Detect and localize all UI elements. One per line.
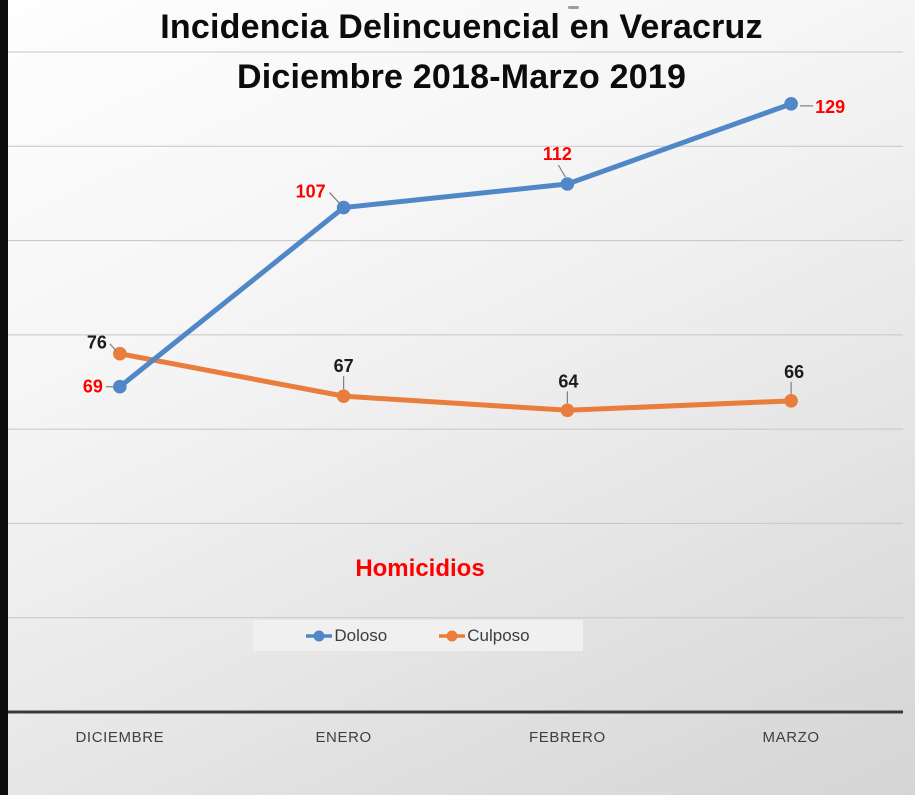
- legend: Doloso Culposo: [253, 620, 583, 651]
- data-label-culposo-3: 66: [784, 362, 804, 382]
- series-line-doloso: [117, 101, 794, 390]
- leader-line: [109, 343, 117, 352]
- left-edge-bar: [0, 0, 8, 795]
- legend-item-culposo: Culposo: [439, 625, 530, 646]
- legend-label-doloso: Doloso: [334, 625, 388, 645]
- title-line-1: Incidencia Delincuencial en Veracruz: [160, 8, 763, 46]
- top-edge-artifact: [568, 6, 579, 9]
- data-point-culposo-2[interactable]: [560, 403, 575, 418]
- data-label-doloso-0: 69: [83, 377, 103, 397]
- data-label-culposo-1: 67: [334, 356, 354, 376]
- leader-line: [329, 192, 342, 205]
- data-point-doloso-0[interactable]: [113, 379, 127, 394]
- x-axis-label-3: MARZO: [763, 729, 820, 746]
- chart-title: Homicidios: [355, 555, 485, 582]
- title-line-2: Diciembre 2018-Marzo 2019: [236, 58, 687, 96]
- data-point-culposo-0[interactable]: [113, 346, 127, 361]
- data-point-doloso-2[interactable]: [560, 177, 575, 191]
- data-label-doloso-1: 107: [296, 182, 326, 202]
- x-axis-label-2: FEBRERO: [529, 729, 606, 746]
- data-label-culposo-2: 64: [558, 371, 578, 391]
- data-point-culposo-1[interactable]: [336, 389, 351, 403]
- x-axis-label-1: ENERO: [315, 729, 371, 746]
- x-axis-label-0: DICIEMBRE: [76, 729, 165, 746]
- page-title: Incidencia Delincuencial en Veracruz Dic…: [8, 2, 915, 102]
- series-line-culposo: [117, 351, 794, 413]
- data-label-doloso-2: 112: [543, 144, 572, 164]
- data-point-culposo-3[interactable]: [784, 394, 798, 408]
- doloso-series-marker-icon: [306, 630, 333, 641]
- legend-label-culposo: Culposo: [467, 625, 530, 645]
- legend-item-doloso: Doloso: [306, 626, 387, 646]
- data-point-doloso-3[interactable]: [784, 97, 798, 111]
- culposo-series-marker-icon: [439, 630, 466, 641]
- leader-line: [557, 164, 566, 178]
- data-label-culposo-0: 76: [87, 333, 107, 353]
- data-label-doloso-3: 129: [815, 97, 845, 117]
